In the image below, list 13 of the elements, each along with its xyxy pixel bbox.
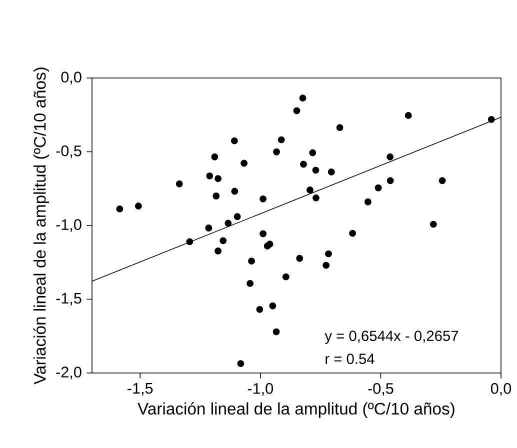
x-tick-label: -1,5 — [128, 383, 153, 396]
y-tick-label: -2,0 — [56, 366, 82, 380]
y-tick-label: -1,0 — [56, 219, 82, 232]
y-tick-label: -0,5 — [56, 145, 82, 158]
x-tick-label: 0,0 — [490, 383, 512, 396]
x-axis-title: Variación lineal de la amplitud (ºC/10 años) — [138, 402, 454, 418]
x-tick-label: -1,0 — [248, 383, 274, 396]
x-tick-label: -0,5 — [368, 383, 394, 396]
y-tick-label: 0,0 — [61, 72, 82, 84]
annotation: r = 0.54 — [326, 354, 374, 364]
annotation: y = 0,6544x - 0,2657 — [324, 330, 458, 344]
y-tick-label: -1,5 — [56, 292, 82, 306]
y-axis-title: Variación lineal de la amplitud (ºC/10 años) — [33, 68, 50, 384]
